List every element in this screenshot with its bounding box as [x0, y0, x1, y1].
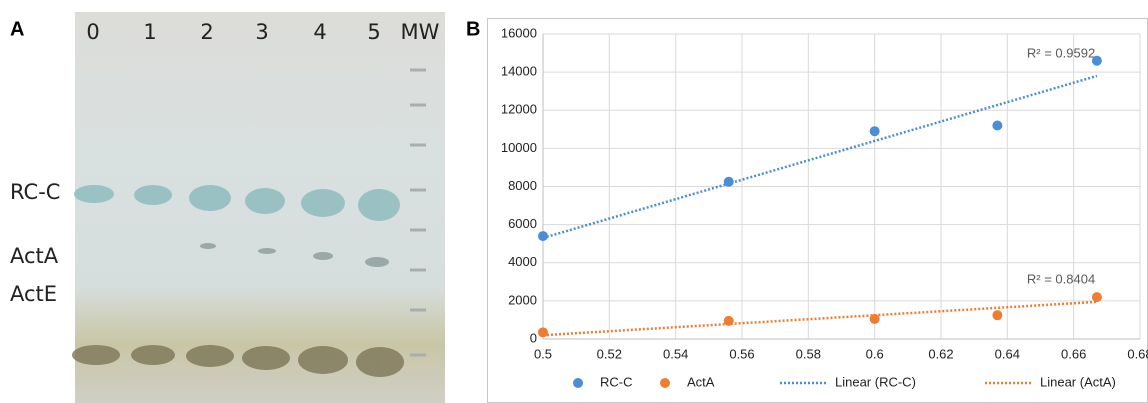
point	[538, 231, 548, 242]
front-bands	[72, 345, 404, 377]
y-tick-label: 6000	[508, 216, 537, 231]
r2-label: R² = 0.9592	[1027, 45, 1095, 60]
point	[1091, 292, 1102, 303]
point	[869, 313, 880, 324]
band-label: ActE	[10, 282, 57, 306]
point	[1091, 55, 1102, 66]
legend-label: Linear (ActA)	[1040, 374, 1116, 389]
point	[869, 126, 880, 137]
point	[538, 327, 548, 338]
y-tick-label: 8000	[508, 178, 537, 193]
lane-label: 0	[86, 20, 99, 44]
lane-label: 3	[255, 20, 268, 44]
lane-label: MW	[401, 20, 440, 44]
band-label: RC-C	[10, 180, 60, 204]
marker-ladder	[410, 68, 426, 357]
legend-marker	[660, 378, 670, 388]
lane-label: 1	[143, 20, 156, 44]
y-tick-label: 12000	[501, 102, 537, 117]
band-label: ActA	[10, 244, 59, 268]
x-tick-label: 0.64	[995, 346, 1020, 361]
panel-label: B	[466, 18, 480, 40]
y-tick-label: 16000	[501, 25, 537, 40]
x-tick-label: 0.68	[1127, 346, 1148, 361]
x-tick-label: 0.56	[729, 346, 754, 361]
rc-c-bands	[74, 185, 400, 221]
chart-frame	[487, 18, 1148, 403]
x-tick-label: 0.62	[928, 346, 953, 361]
trendline	[542, 300, 1097, 337]
legend-marker	[573, 378, 583, 388]
legend-label: ActA	[687, 374, 715, 389]
x-tick-label: 0.52	[597, 346, 622, 361]
legend-label: Linear (RC-C)	[835, 374, 916, 389]
legend-label: RC-C	[600, 374, 633, 389]
y-tick-label: 2000	[508, 292, 537, 307]
trendline	[542, 74, 1098, 240]
x-tick-label: 0.58	[796, 346, 821, 361]
acta-bands	[200, 243, 389, 267]
x-tick-label: 0.66	[1061, 346, 1086, 361]
lane-label: 4	[313, 20, 326, 44]
y-tick-label: 4000	[508, 254, 537, 269]
y-tick-label: 10000	[501, 140, 537, 155]
point	[992, 120, 1003, 131]
point	[723, 315, 734, 326]
lane-label: 5	[367, 20, 380, 44]
x-tick-label: 0.6	[866, 346, 884, 361]
r2-label: R² = 0.8404	[1027, 271, 1095, 286]
y-tick-label: 14000	[501, 64, 537, 79]
y-tick-label: 0	[530, 330, 537, 345]
point	[723, 176, 734, 187]
gel-panel: A 0 1 2 3 4 5 MW RC-C ActA ActE	[10, 12, 445, 403]
lane-label: 2	[200, 20, 213, 44]
x-tick-label: 0.5	[534, 346, 552, 361]
chart: 0 2000 4000 6000 8000 10000 12000 14000 16000 0.5…	[501, 25, 1148, 389]
point	[992, 310, 1003, 321]
panel-label: A	[10, 18, 24, 40]
x-tick-label: 0.54	[663, 346, 688, 361]
